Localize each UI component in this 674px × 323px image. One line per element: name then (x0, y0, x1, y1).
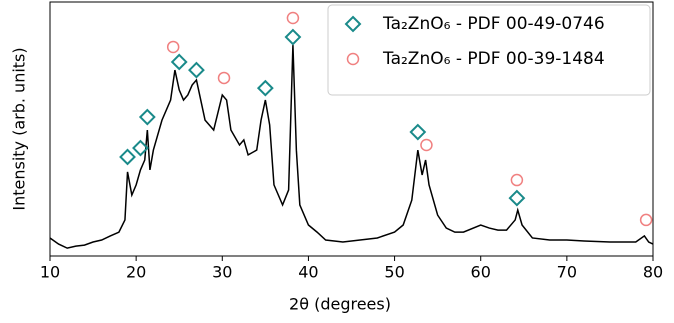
plot-frame (49, 1, 654, 257)
x-tick-label: 60 (471, 263, 491, 282)
y-axis-label: Intensity (arb. units) (10, 47, 29, 210)
legend-box (327, 4, 651, 96)
legend-label: Ta₂ZnO₆ - PDF 00-49-0746 (382, 14, 605, 34)
x-tick-label: 10 (40, 263, 60, 282)
x-tick-label: 70 (557, 263, 577, 282)
diamond-marker (409, 123, 427, 141)
diamond-marker (132, 139, 149, 157)
x-tick-label: 20 (126, 263, 146, 282)
legend-label: Ta₂ZnO₆ - PDF 00-39-1484 (382, 49, 605, 69)
circle-marker (286, 11, 300, 25)
diamond-marker (508, 189, 526, 207)
x-tick-label: 50 (384, 263, 404, 282)
diamond-marker (256, 79, 274, 97)
diamond-marker (119, 148, 136, 166)
circle-marker (420, 138, 433, 152)
x-axis-label: 2θ (degrees) (289, 295, 391, 314)
x-tick-label: 80 (643, 263, 663, 282)
diamond-marker (138, 108, 156, 126)
diamond-marker (284, 28, 302, 46)
circle-marker (639, 213, 653, 227)
x-tick-label: 40 (298, 263, 318, 282)
diamond-marker (188, 61, 205, 79)
circle-marker (510, 173, 524, 187)
legend-marker (344, 15, 362, 33)
diamond-marker (170, 53, 188, 71)
circle-marker (217, 71, 231, 85)
xrd-line (49, 44, 654, 249)
x-tick-label: 30 (212, 263, 232, 282)
circle-marker (166, 40, 180, 54)
legend-marker (346, 52, 360, 66)
